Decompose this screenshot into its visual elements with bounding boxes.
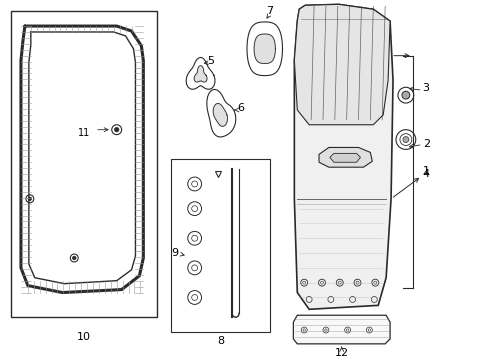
Polygon shape xyxy=(254,34,275,63)
Polygon shape xyxy=(213,103,227,126)
Text: 8: 8 xyxy=(217,336,224,346)
Text: 2: 2 xyxy=(423,139,430,149)
Polygon shape xyxy=(330,153,361,162)
Polygon shape xyxy=(319,148,372,167)
Text: 1: 1 xyxy=(423,166,430,176)
Circle shape xyxy=(28,197,32,201)
Text: 10: 10 xyxy=(77,332,91,342)
Text: 4: 4 xyxy=(423,169,430,179)
Circle shape xyxy=(73,256,76,260)
Circle shape xyxy=(402,91,410,99)
Text: 9: 9 xyxy=(172,248,179,258)
Bar xyxy=(11,11,157,317)
Circle shape xyxy=(403,136,409,143)
Polygon shape xyxy=(294,4,393,309)
Polygon shape xyxy=(194,66,207,82)
Polygon shape xyxy=(294,315,390,344)
Text: 7: 7 xyxy=(266,6,273,16)
Bar xyxy=(171,159,270,332)
Text: 12: 12 xyxy=(335,348,349,358)
Text: 6: 6 xyxy=(237,103,244,113)
Circle shape xyxy=(115,127,119,132)
Text: 11: 11 xyxy=(78,128,90,138)
Polygon shape xyxy=(294,4,390,125)
Text: 5: 5 xyxy=(207,55,214,66)
Text: 3: 3 xyxy=(423,83,430,93)
